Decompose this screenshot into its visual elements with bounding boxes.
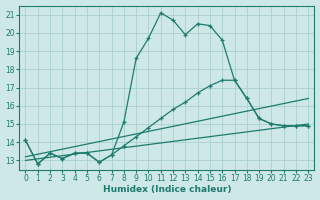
- X-axis label: Humidex (Indice chaleur): Humidex (Indice chaleur): [103, 185, 231, 194]
